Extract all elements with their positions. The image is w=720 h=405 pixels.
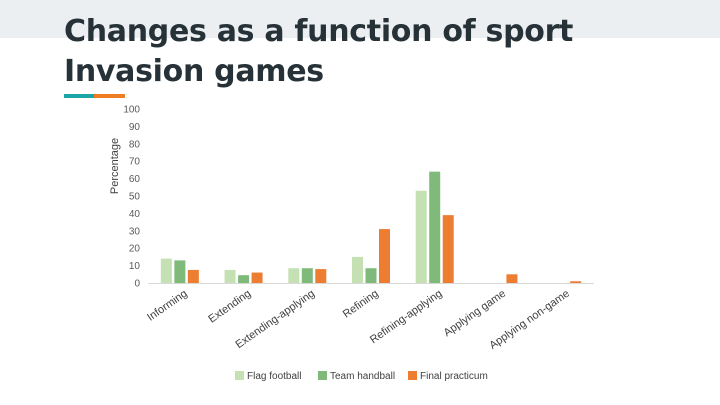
bar (160, 258, 172, 283)
y-tick-label: 30 (129, 226, 141, 237)
title-accent-orange (94, 94, 125, 98)
bar (224, 269, 236, 283)
y-tick-label: 20 (129, 244, 141, 255)
bar (365, 268, 377, 283)
slide-title-line-1: Changes as a function of sport (64, 14, 574, 49)
y-tick-label: 60 (129, 174, 141, 185)
y-axis-label: Percentage (109, 138, 121, 194)
title-band (0, 0, 720, 38)
slide-title-line-2: Invasion games (64, 54, 324, 89)
bar (570, 281, 582, 283)
bar (352, 256, 363, 283)
y-tick-label: 10 (129, 261, 141, 272)
bar (288, 268, 300, 283)
bar (251, 272, 263, 283)
slide-title: Changes as a function of sport Invasion … (64, 12, 664, 92)
x-tick-label: Applying game (442, 288, 509, 340)
y-tick-label: 40 (129, 209, 141, 220)
bar (379, 229, 390, 283)
x-tick-label: Informing (145, 288, 189, 324)
bar (187, 269, 199, 283)
y-tick-label: 80 (129, 139, 141, 150)
y-tick-label: 90 (129, 122, 141, 133)
x-tick-label: Extending (206, 288, 253, 326)
bar (301, 268, 313, 283)
y-tick-label: 0 (134, 279, 140, 290)
bar (442, 215, 454, 283)
bar (415, 190, 427, 283)
bar (174, 260, 186, 283)
y-tick-label: 70 (129, 157, 141, 168)
x-tick-label: Refining (341, 288, 381, 321)
legend-label: Team handball (330, 371, 395, 382)
legend-swatch (408, 371, 417, 380)
y-tick-label: 100 (123, 105, 140, 116)
legend-swatch (318, 371, 327, 380)
title-accent-teal (64, 94, 94, 98)
bar (429, 171, 441, 283)
bar (506, 274, 518, 283)
legend-swatch (235, 371, 244, 380)
y-tick-label: 50 (129, 192, 141, 203)
legend-label: Final practicum (420, 371, 488, 382)
bar (315, 269, 327, 283)
bar (238, 275, 250, 283)
legend-label: Flag football (247, 371, 301, 382)
